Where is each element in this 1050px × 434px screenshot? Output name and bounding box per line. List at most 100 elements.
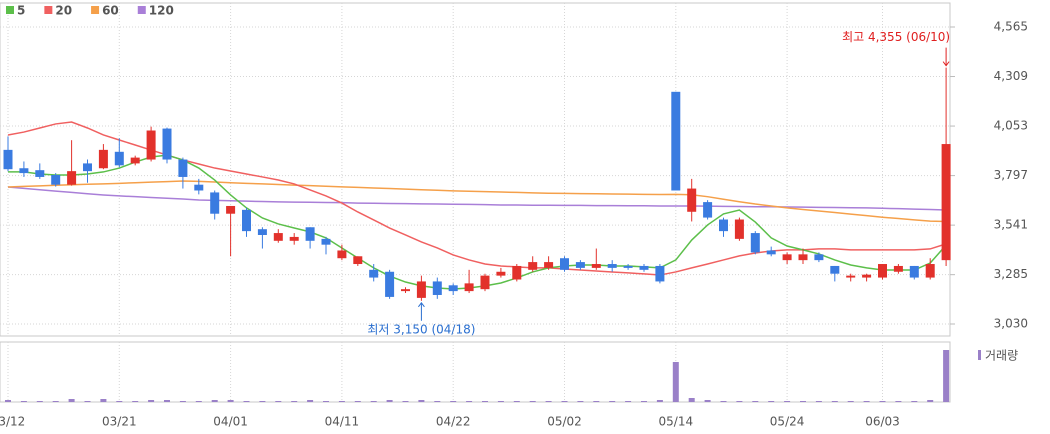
volume-bar <box>656 400 663 402</box>
y-tick-label: 4,565 <box>994 19 1028 33</box>
volume-bar <box>338 401 345 402</box>
candle-body <box>941 144 951 261</box>
candle-body <box>671 91 681 191</box>
price-panel <box>0 2 951 337</box>
x-tick-label: 03/21 <box>102 415 137 429</box>
candle-body <box>162 128 172 160</box>
candle-body <box>893 265 903 272</box>
candle-body <box>687 188 697 212</box>
candle-body <box>98 149 108 169</box>
volume-bar <box>943 350 950 402</box>
volume-bar <box>513 401 520 402</box>
candle-body <box>544 262 554 268</box>
candle-body <box>750 233 760 253</box>
candle-body <box>719 219 728 232</box>
candle-body <box>51 175 61 185</box>
volume-bar <box>402 401 409 402</box>
legend-swatch <box>137 6 146 14</box>
volume-bar <box>529 401 536 402</box>
volume-bar <box>466 401 473 402</box>
candle-body <box>242 209 251 232</box>
volume-bar <box>577 401 584 402</box>
x-tick-label: 05/02 <box>547 415 582 429</box>
candle-body <box>830 265 840 274</box>
volume-bar <box>68 399 75 402</box>
candle-body <box>337 250 347 259</box>
volume-bar <box>227 400 234 402</box>
volume-bar <box>609 401 616 402</box>
volume-bar <box>720 401 727 402</box>
volume-bar <box>370 401 377 402</box>
candle-body <box>782 254 792 261</box>
legend-swatch <box>91 6 100 14</box>
volume-bar <box>752 401 759 402</box>
volume-bar <box>545 401 552 402</box>
volume-legend-label: 거래량 <box>985 349 1018 363</box>
candle-body <box>862 274 872 278</box>
volume-bar <box>148 400 155 402</box>
volume-bar <box>307 400 314 402</box>
legend-label: 60 <box>102 4 119 18</box>
volume-bar <box>672 362 679 402</box>
candle-body <box>385 271 395 297</box>
candle-body <box>194 184 204 191</box>
low-annotation: 최저 3,150 (04/18) <box>367 322 475 336</box>
volume-bar <box>354 401 361 402</box>
volume-bar <box>593 401 600 402</box>
volume-bar <box>625 401 632 402</box>
volume-bar <box>211 400 218 402</box>
volume-bar <box>434 401 441 402</box>
volume-bar <box>291 401 298 402</box>
candle-body <box>83 163 92 172</box>
x-tick-label: 03/12 <box>0 415 25 429</box>
candle-body <box>909 265 919 278</box>
volume-bar <box>275 401 282 402</box>
high-arrow-head <box>942 61 950 67</box>
volume-bar <box>482 401 488 402</box>
volume-bar <box>497 401 504 402</box>
volume-bar <box>641 401 647 402</box>
legend-label: 20 <box>55 4 72 18</box>
x-tick-label: 04/11 <box>325 415 360 429</box>
volume-bar <box>100 399 107 402</box>
candle-body <box>321 238 331 245</box>
volume-bar <box>386 400 393 402</box>
volume-bar <box>5 400 11 402</box>
volume-bar <box>847 401 854 402</box>
volume-bar <box>259 401 266 402</box>
candle-body <box>734 219 744 239</box>
legend-label: 120 <box>149 4 174 18</box>
candle-body <box>464 283 474 292</box>
candle-body <box>448 285 458 292</box>
volume-legend-swatch <box>978 350 981 360</box>
candle-body <box>369 269 379 278</box>
volume-bar <box>895 401 902 402</box>
volume-panel <box>0 341 951 403</box>
candle-body <box>925 264 935 278</box>
volume-bar <box>20 401 27 402</box>
volume-bar <box>800 401 806 402</box>
candle-body <box>226 205 236 214</box>
candle-body <box>846 275 856 278</box>
candle-body <box>655 265 665 282</box>
candle-body <box>703 202 713 218</box>
candle-body <box>19 168 29 174</box>
candle-body <box>607 264 617 268</box>
candle-body <box>528 262 538 270</box>
y-tick-label: 3,797 <box>994 168 1028 182</box>
candle-body <box>512 265 522 280</box>
candle-body <box>591 264 601 268</box>
candle-body <box>560 258 569 270</box>
candle-body <box>766 250 776 255</box>
x-tick-label: 04/01 <box>213 415 248 429</box>
ma-line <box>7 180 947 223</box>
candle-body <box>35 170 45 177</box>
volume-bar <box>36 401 43 402</box>
y-tick-label: 3,030 <box>994 317 1028 331</box>
candle-body <box>305 227 315 241</box>
volume-bar <box>52 401 59 402</box>
candle-body <box>257 229 267 235</box>
candle-body <box>289 236 299 241</box>
volume-bar <box>243 401 250 402</box>
candle-body <box>178 159 188 177</box>
